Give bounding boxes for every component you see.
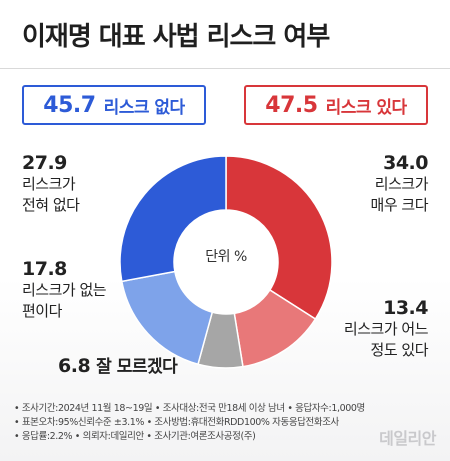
label-dont-know-text: 잘 모르겠다 [96, 357, 178, 377]
risk-summary-value: 47.5 [265, 92, 318, 118]
risk-summary-text: 리스크 있다 [325, 97, 408, 118]
label-somewhat-line2: 정도 있다 [370, 341, 429, 359]
survey-notes-line: • 조사기간:2024년 11월 18~19일 • 조사대상:전국 만18세 이… [14, 403, 365, 414]
label-not-much-line2: 편이다 [22, 302, 62, 320]
label-not-much: 17.8 리스크가 없는 편이다 [22, 258, 107, 322]
survey-notes-line: • 표본오차:95%신뢰수준 ±3.1% • 조사방법:휴대전화RDD100% … [14, 417, 339, 428]
label-dont-know-value: 6.8 [58, 355, 91, 377]
label-very-high: 34.0 리스크가 매우 크다 [370, 152, 429, 216]
label-very-high-value: 34.0 [383, 152, 428, 174]
survey-notes: • 조사기간:2024년 11월 18~19일 • 조사대상:전국 만18세 이… [14, 402, 434, 444]
label-none-line1: 리스크가 [22, 175, 76, 193]
donut-hole [174, 210, 278, 314]
label-very-high-line1: 리스크가 [374, 175, 429, 193]
label-somewhat: 13.4 리스크가 어느 정도 있다 [343, 297, 429, 361]
donut-center-unit: 단위 % [205, 249, 247, 265]
label-none-value: 27.9 [22, 152, 67, 174]
title-divider [0, 68, 450, 69]
no-risk-summary-badge: 45.7 리스크 없다 [22, 85, 206, 125]
label-dont-know: 6.8 잘 모르겠다 [58, 355, 178, 378]
label-none: 27.9 리스크가 전혀 없다 [22, 152, 80, 216]
no-risk-summary-text: 리스크 없다 [103, 97, 186, 118]
label-not-much-line1: 리스크가 없는 [22, 281, 107, 299]
risk-summary-badge: 47.5 리스크 있다 [244, 85, 428, 125]
label-not-much-value: 17.8 [22, 258, 67, 280]
survey-notes-line: • 응답률:2.2% • 의뢰자:데일리안 • 조사기관:여론조사공정(주) [14, 431, 256, 442]
no-risk-summary-value: 45.7 [43, 92, 96, 118]
label-none-line2: 전혀 없다 [22, 196, 80, 214]
label-somewhat-value: 13.4 [383, 297, 428, 319]
page-title: 이재명 대표 사법 리스크 여부 [22, 22, 330, 52]
label-very-high-line2: 매우 크다 [370, 196, 429, 214]
label-somewhat-line1: 리스크가 어느 [343, 320, 429, 338]
brand-watermark: 데일리안 [379, 429, 436, 448]
